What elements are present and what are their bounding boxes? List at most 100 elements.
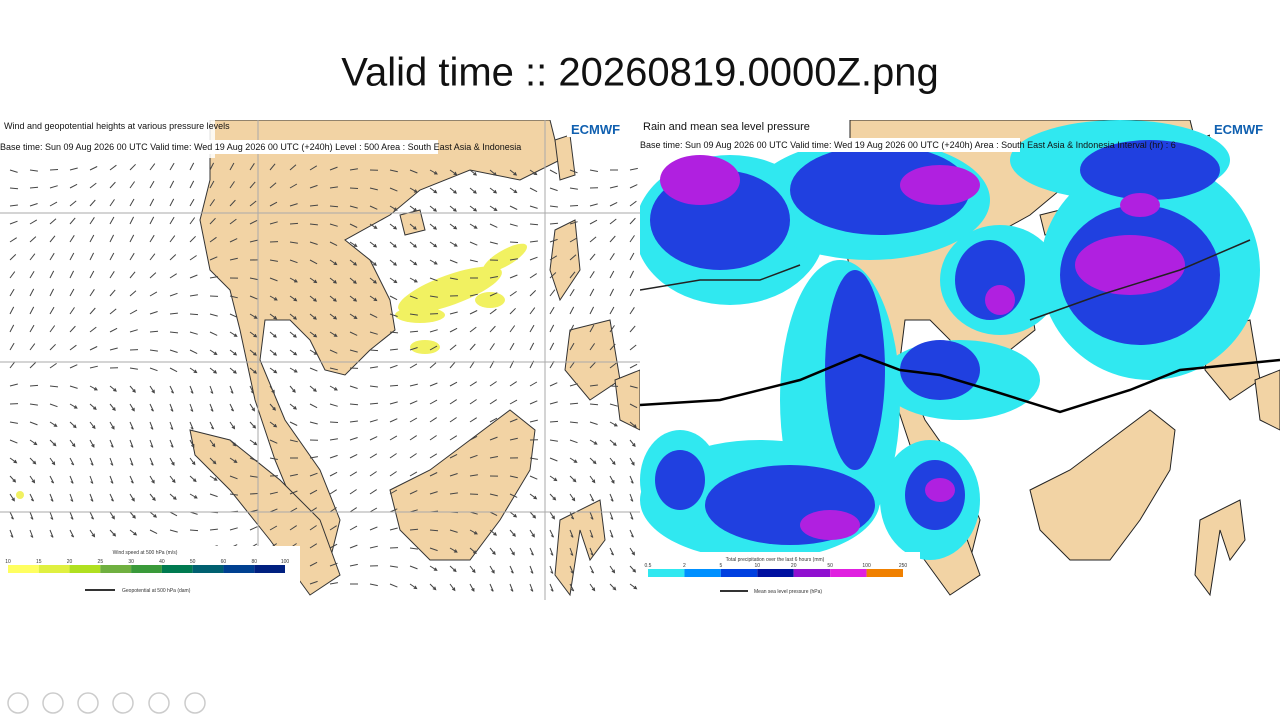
wind-arrow: [589, 324, 595, 333]
wind-arrow: [629, 270, 635, 279]
legend-tick-label: 20: [67, 559, 73, 565]
wind-arrow: [529, 529, 535, 538]
wind-arrow: [389, 453, 397, 459]
legend-title: Wind speed at 500 hPa (m/s): [113, 550, 178, 556]
wind-arrow: [149, 180, 155, 189]
legend-tick-label: 40: [159, 559, 165, 565]
wind-arrow: [369, 223, 378, 229]
wind-arrow: [249, 475, 258, 478]
wind-arrow: [369, 453, 378, 459]
wind-arrow: [209, 256, 218, 261]
wind-arrow: [589, 384, 598, 387]
wind-arrow: [469, 399, 477, 405]
wind-arrow: [489, 529, 498, 536]
wind-arrow: [269, 201, 278, 207]
slides-button[interactable]: [112, 692, 134, 714]
wind-arrow: [89, 439, 95, 448]
wind-arrow: [249, 439, 258, 446]
wind-arrow: [429, 187, 438, 194]
wind-arrow: [29, 169, 38, 172]
wind-arrow: [589, 439, 598, 445]
legend-swatch: [223, 565, 255, 573]
wind-arrow: [49, 439, 57, 447]
wind-arrow: [129, 181, 136, 189]
wind-arrow: [209, 180, 215, 189]
wind-arrow: [469, 547, 477, 555]
wind-arrow: [29, 403, 38, 406]
wind-arrow: [109, 199, 115, 207]
wind-arrow: [429, 329, 438, 333]
wind-arrow: [629, 475, 634, 484]
wind-arrow: [509, 241, 519, 243]
wind-arrow: [569, 361, 576, 369]
wind-arrow: [249, 295, 258, 300]
zoom-button[interactable]: [148, 692, 170, 714]
wind-arrow: [429, 277, 438, 282]
wind-arrow: [349, 403, 359, 406]
wind-arrow: [529, 324, 535, 333]
wind-arrow: [109, 252, 115, 261]
wind-arrow: [329, 507, 337, 513]
wind-arrow: [529, 307, 536, 315]
wind-arrow: [409, 435, 417, 441]
wind-arrow: [29, 186, 39, 189]
wind-arrow: [69, 200, 77, 207]
legend-tick-label: 20: [791, 563, 797, 569]
wind-arrow: [129, 421, 134, 430]
more-button[interactable]: [184, 692, 206, 714]
wind-arrow: [89, 346, 98, 351]
wind-arrow: [129, 216, 135, 225]
wind-arrow: [309, 223, 318, 226]
next-button[interactable]: [42, 692, 64, 714]
wind-arrow: [169, 367, 178, 373]
wind-arrow: [249, 200, 257, 207]
wind-arrow: [509, 258, 518, 261]
wind-arrow: [629, 529, 634, 538]
prev-button[interactable]: [7, 692, 29, 714]
wind-arrow: [369, 241, 378, 248]
wind-arrow: [629, 235, 635, 243]
wind-arrow: [389, 435, 398, 441]
wind-arrow: [69, 511, 74, 520]
wind-arrow: [109, 181, 116, 189]
wind-arrow: [29, 219, 38, 225]
wind-arrow: [249, 367, 258, 374]
wind-arrow: [89, 475, 94, 484]
wind-arrow: [469, 529, 478, 535]
wind-arrow: [29, 493, 35, 502]
wind-arrow: [169, 385, 175, 394]
wind-arrow: [9, 288, 15, 297]
wind-arrow: [209, 162, 215, 171]
wind-arrow: [549, 439, 558, 442]
wind-arrow: [469, 241, 478, 246]
wind-arrow: [549, 187, 558, 192]
wind-arrow: [249, 163, 255, 171]
wind-arrow: [549, 457, 558, 462]
slide-toolbar: [7, 692, 206, 714]
wind-arrow: [69, 457, 75, 466]
wind-arrow: [589, 361, 596, 369]
wind-arrow: [149, 367, 158, 372]
wind-arrow: [69, 325, 76, 333]
wind-arrow: [389, 187, 398, 192]
wind-arrow: [369, 419, 378, 423]
wind-arrow: [489, 547, 496, 556]
wind-arrow: [569, 439, 578, 444]
wind-arrow: [349, 205, 358, 209]
legend-title: Total precipitation over the last 6 hour…: [726, 557, 825, 563]
line-legend: Geopotential at 500 hPa (dam): [122, 588, 191, 594]
wind-arrow: [349, 349, 358, 353]
wind-arrow: [509, 274, 518, 279]
wind-arrow: [149, 421, 154, 430]
wind-arrow: [609, 218, 617, 225]
wind-arrow: [489, 169, 497, 176]
wind-arrow: [629, 288, 635, 297]
wind-arrow: [609, 493, 614, 502]
pen-button[interactable]: [77, 692, 99, 714]
wind-arrow: [89, 289, 95, 297]
wind-arrow: [549, 420, 559, 423]
legend-swatch: [866, 569, 903, 577]
wind-arrow: [349, 453, 358, 459]
wind-arrow: [249, 493, 259, 495]
